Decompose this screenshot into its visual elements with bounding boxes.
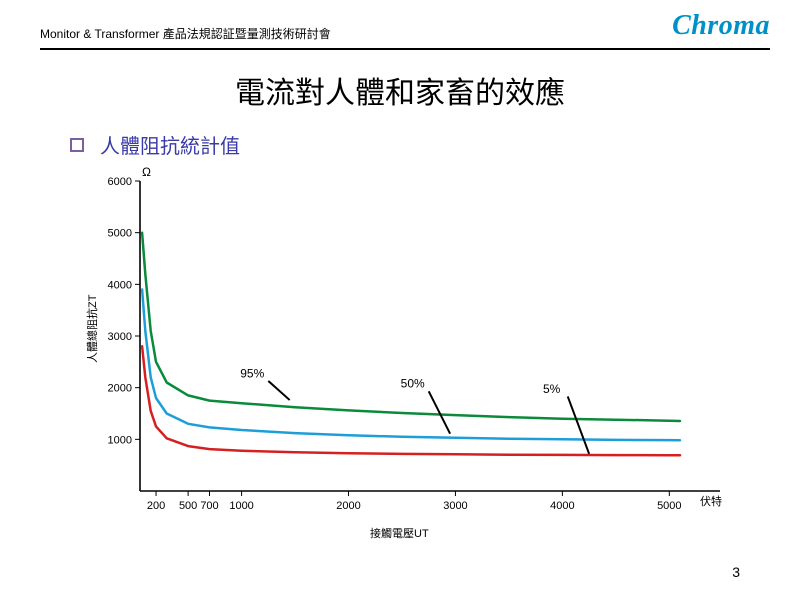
impedance-chart: Ω 人體總阻抗ZT 100020003000400050006000200500… [70, 163, 750, 543]
chart-svg: 1000 2000 3000 4000 5000 6000 200 500700 1000 200… [70, 163, 750, 543]
svg-text:5000: 5000 [108, 228, 132, 240]
svg-text:4000: 4000 [108, 279, 132, 291]
svg-text:1000: 1000 [108, 434, 132, 446]
x-axis-label: 接觸電壓UT [370, 525, 429, 541]
svg-text:3000: 3000 [108, 331, 132, 343]
svg-text:500: 500 [179, 500, 197, 512]
page-title: 電流對人體和家畜的效應 [0, 68, 800, 112]
svg-text:50%: 50% [401, 377, 425, 391]
page-number: 3 [732, 564, 740, 580]
svg-text:5%: 5% [543, 382, 561, 396]
svg-text:700: 700 [200, 500, 218, 512]
svg-text:3000: 3000 [443, 500, 467, 512]
svg-text:95%: 95% [240, 366, 264, 380]
svg-text:4000: 4000 [550, 500, 574, 512]
bullet-icon [70, 138, 84, 152]
header-divider [40, 48, 770, 50]
svg-text:5000: 5000 [657, 500, 681, 512]
svg-text:1000: 1000 [229, 500, 253, 512]
header-text: Monitor & Transformer 產品法規認証暨量測技術研討會 [40, 25, 331, 42]
svg-text:2000: 2000 [108, 383, 132, 395]
svg-text:200: 200 [147, 500, 165, 512]
svg-text:2000: 2000 [336, 500, 360, 512]
brand-logo: Chroma [672, 10, 770, 42]
subtitle-text: 人體阻抗統計值 [100, 130, 240, 159]
x-unit: 伏特 [700, 493, 722, 509]
svg-text:6000: 6000 [108, 176, 132, 188]
